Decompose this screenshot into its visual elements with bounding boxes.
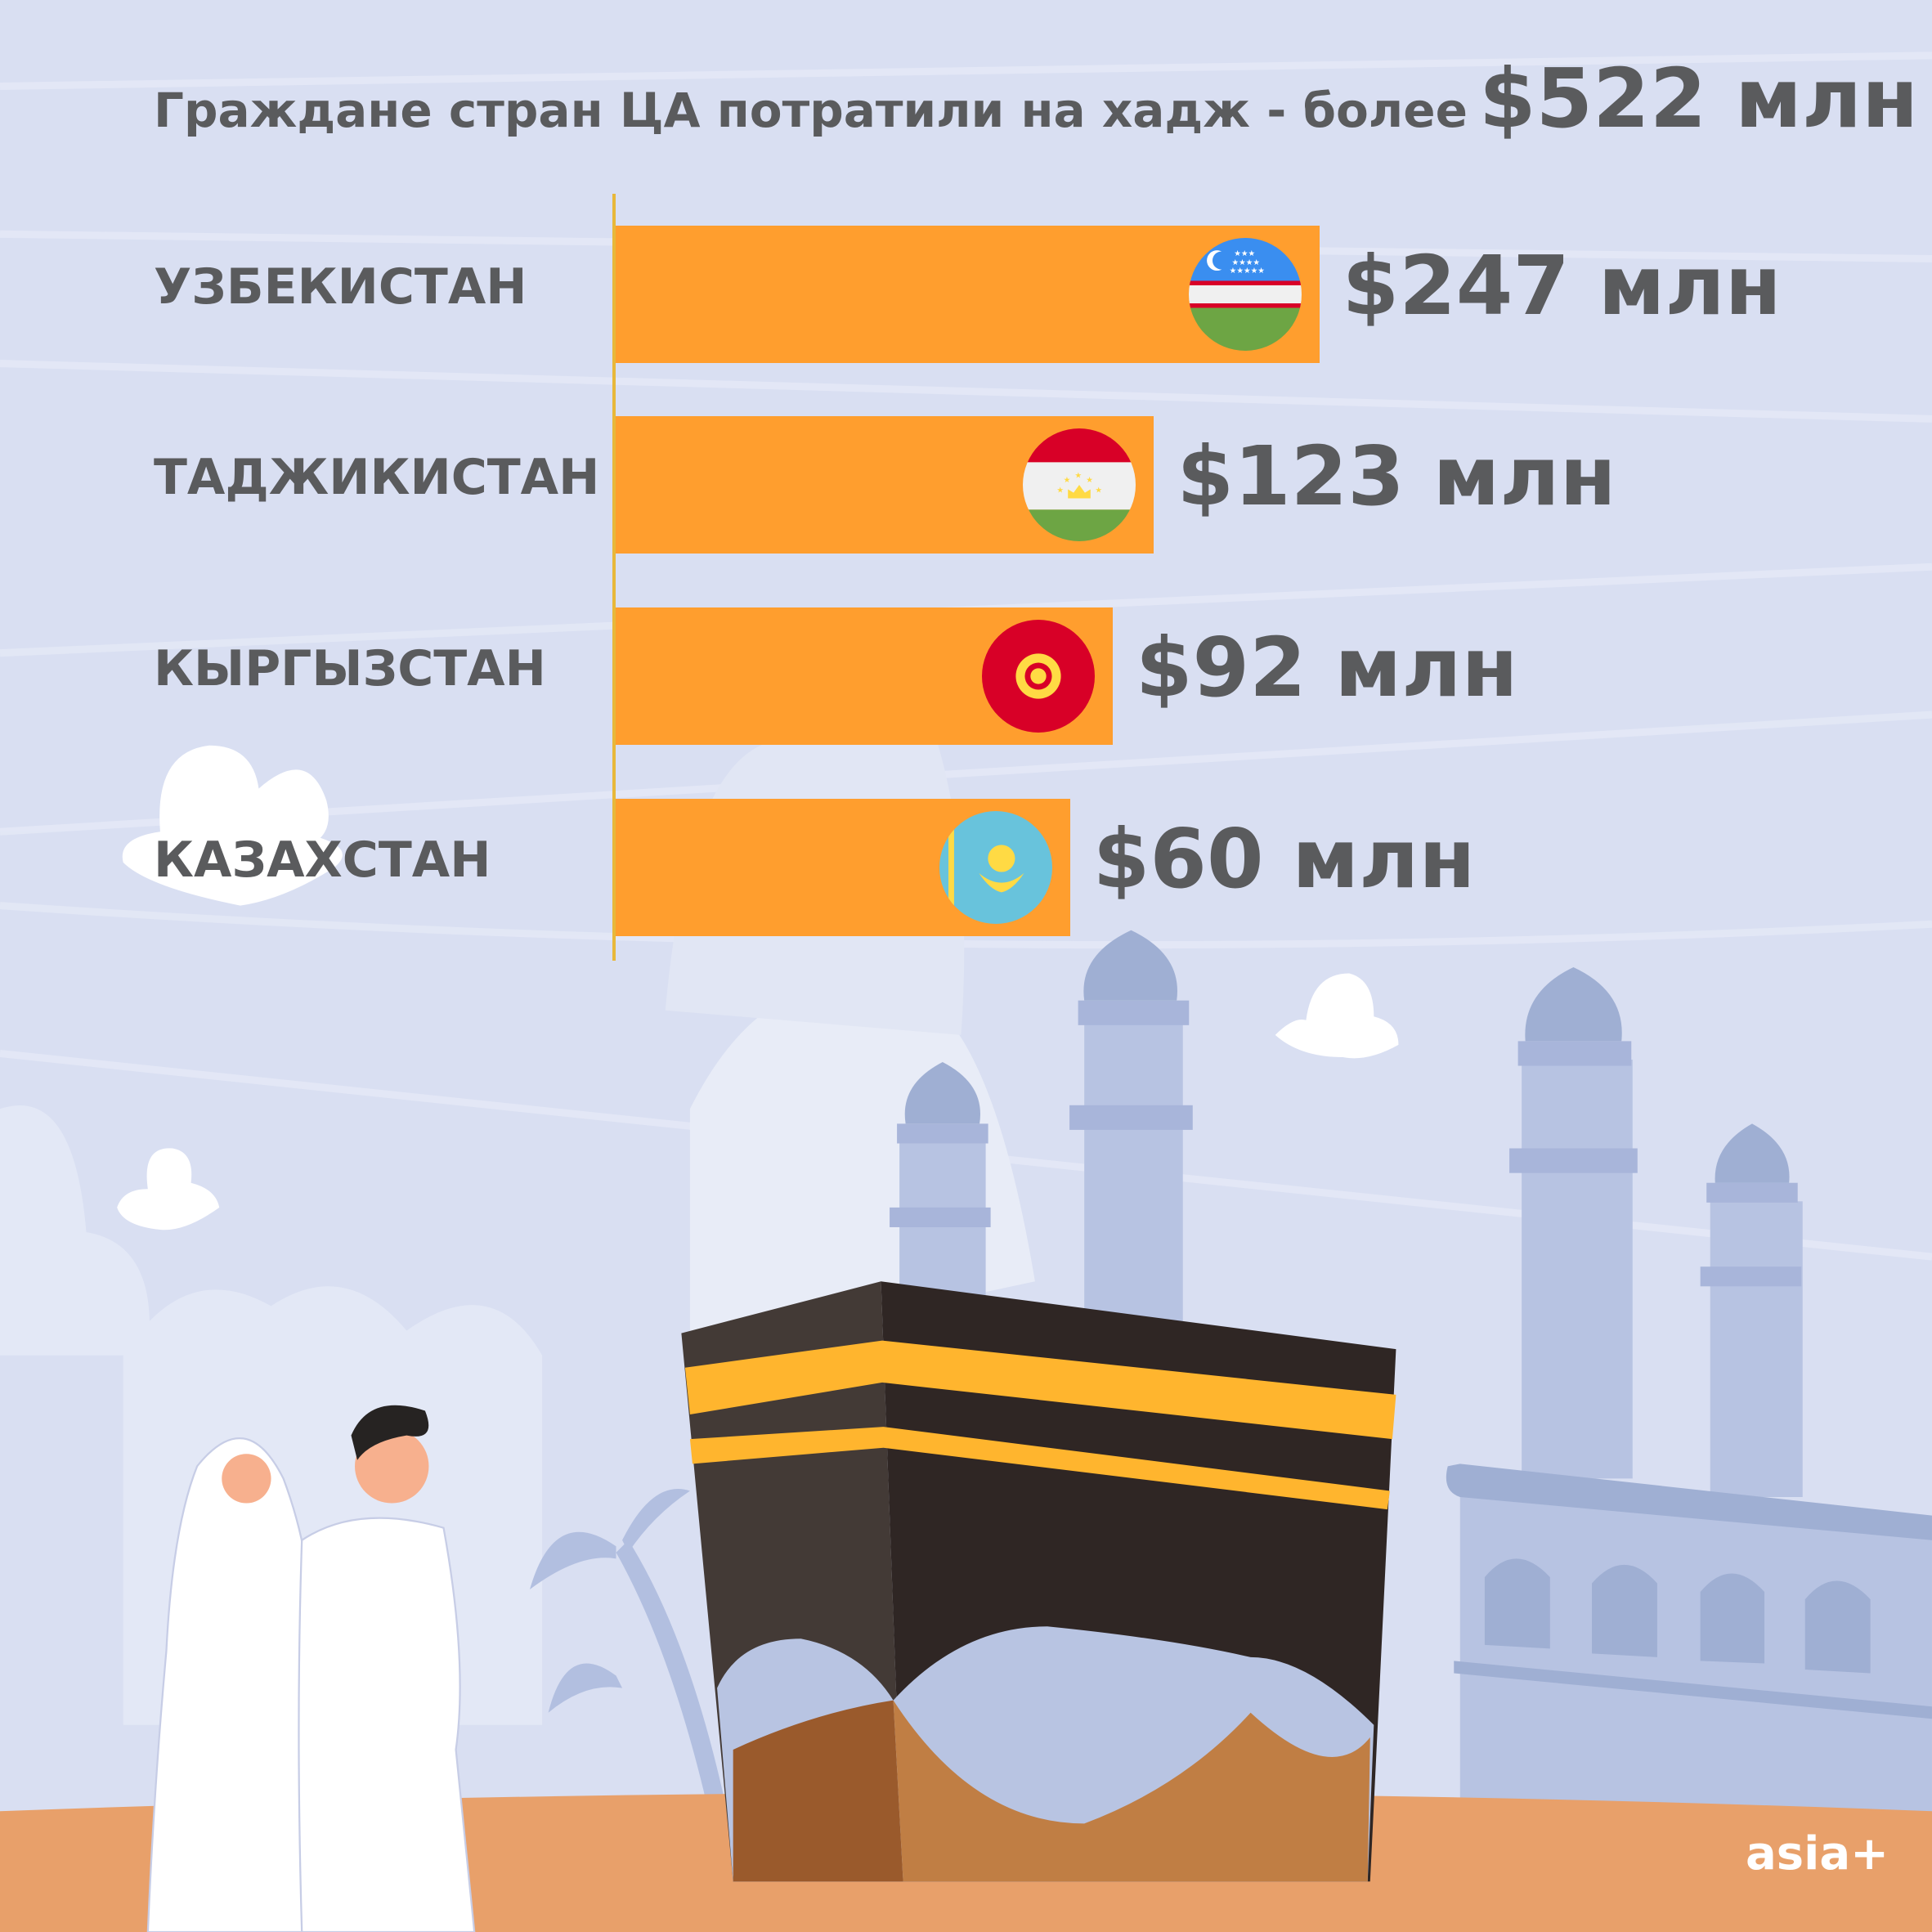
value-label: $247 млн (1342, 238, 1782, 334)
kaaba-illustration (681, 1281, 1396, 1882)
category-label: КАЗАХСТАН (154, 832, 491, 889)
category-label: КЫРГЫЗСТАН (154, 640, 546, 697)
svg-text:★: ★ (1096, 486, 1103, 495)
asia-plus-logo: asia+ (1746, 1827, 1889, 1880)
svg-text:★: ★ (1075, 472, 1083, 481)
svg-text:★★★★★: ★★★★★ (1229, 267, 1265, 276)
category-label: УЗБЕКИСТАН (154, 258, 527, 316)
kazakhstan-flag-icon (939, 811, 1052, 924)
cloud-shapes (117, 745, 1399, 1230)
chart-title: Граждане стран ЦА потратили на хадж - бо… (154, 51, 1918, 146)
svg-text:★★★: ★★★ (1234, 249, 1255, 258)
uzbekistan-flag-icon: ★★★ ★★★★ ★★★★★ (1188, 238, 1302, 351)
tajikistan-flag-icon: ★ ★ ★ ★ ★ (1023, 428, 1136, 541)
svg-text:★: ★ (1064, 476, 1071, 485)
svg-text:★★★★: ★★★★ (1231, 258, 1260, 267)
value-label: $92 млн (1135, 620, 1518, 715)
kyrgyzstan-flag-icon (981, 620, 1095, 733)
title-text: Граждане стран ЦА потратили на хадж - бо… (154, 83, 1468, 138)
title-total: $522 млн (1478, 51, 1919, 146)
pilgrims-illustration (146, 1405, 476, 1932)
category-label: ТАДЖИКИСТАН (154, 449, 600, 506)
svg-text:★: ★ (1057, 486, 1065, 495)
value-label: $123 млн (1177, 428, 1616, 524)
y-axis-line (612, 194, 616, 961)
svg-text:★: ★ (1087, 476, 1094, 485)
value-label: $60 млн (1092, 811, 1476, 907)
